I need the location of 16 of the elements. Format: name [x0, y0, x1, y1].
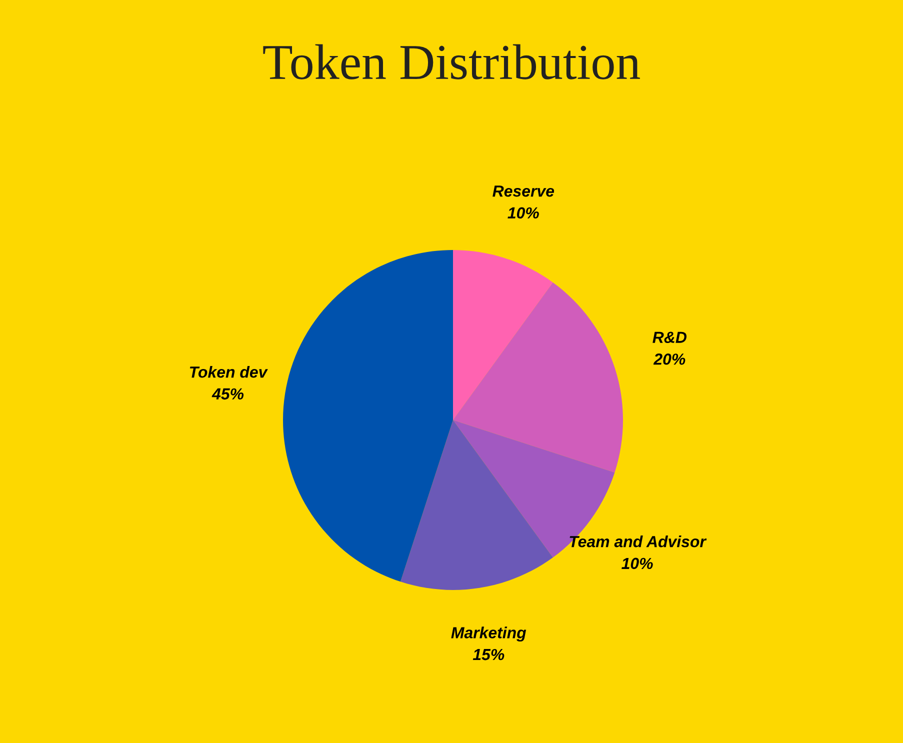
data-label: 15% [472, 648, 504, 660]
slice-label: R&D [652, 332, 686, 343]
pie-slice [283, 250, 453, 582]
data-label: 20% [653, 354, 686, 365]
pie-slice [453, 250, 553, 420]
pie-slice [453, 420, 615, 558]
data-label: 45% [212, 388, 244, 400]
chart-title: Token Distribution [263, 44, 640, 80]
slice-label: Marketing [451, 626, 526, 642]
data-label: 10% [508, 207, 539, 219]
slice-label: Token dev [190, 366, 268, 378]
slice-label: Team and Advisor [570, 536, 707, 548]
slice-label: Reserve [492, 186, 554, 197]
pie-slice [453, 282, 623, 473]
data-label: 10% [622, 558, 653, 570]
pie-slice [400, 420, 553, 590]
